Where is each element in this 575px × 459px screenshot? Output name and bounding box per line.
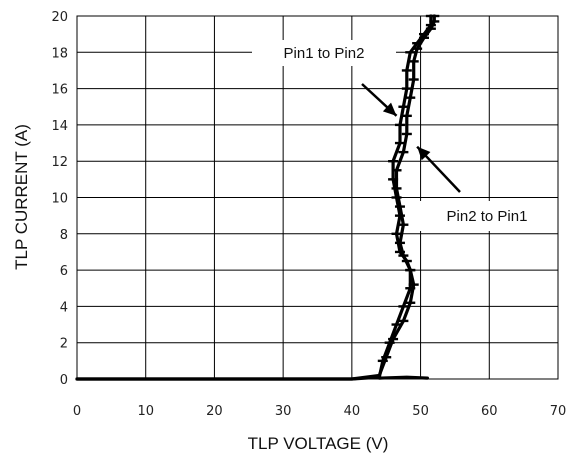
- grid-lines: [76, 15, 559, 380]
- x-tick-label: 40: [344, 404, 361, 419]
- annotation-label: Pin2 to Pin1: [447, 208, 528, 225]
- series-layer: [75, 14, 440, 381]
- y-tick-label: 10: [51, 192, 68, 207]
- y-tick-label: 4: [60, 300, 68, 315]
- x-tick-label: 60: [481, 404, 498, 419]
- annotation-label: Pin1 to Pin2: [284, 45, 365, 62]
- y-tick-label: 0: [60, 373, 68, 388]
- annotation-box: [420, 201, 554, 231]
- y-tick-label: 8: [60, 228, 68, 243]
- y-axis-label: TLP CURRENT (A): [12, 124, 31, 270]
- y-tick-label: 2: [60, 337, 68, 352]
- x-tick-label: 30: [275, 404, 292, 419]
- x-tick-labels: 0 10 20 30 40 50 60 70: [73, 404, 566, 419]
- x-tick-label: 0: [73, 404, 81, 419]
- x-tick-label: 10: [137, 404, 154, 419]
- annotation-arrowhead: [417, 146, 431, 161]
- x-tick-label: 20: [206, 404, 223, 419]
- x-tick-label: 50: [412, 404, 429, 419]
- y-tick-label: 16: [51, 83, 68, 98]
- x-tick-label: 70: [550, 404, 567, 419]
- y-tick-label: 6: [60, 264, 68, 279]
- y-tick-label: 12: [51, 155, 68, 170]
- y-tick-labels: 0 2 4 6 8 10 12 14 16 18 20: [51, 10, 68, 388]
- x-axis-label: TLP VOLTAGE (V): [248, 434, 389, 453]
- y-tick-label: 18: [51, 46, 68, 61]
- data-series-line: [377, 375, 429, 380]
- y-tick-label: 14: [51, 119, 68, 134]
- annotation-box: [252, 40, 396, 66]
- y-tick-label: 20: [51, 10, 68, 25]
- annotation-layer: Pin1 to Pin2 Pin2 to Pin1: [252, 40, 554, 231]
- annotation-arrowhead: [382, 102, 397, 116]
